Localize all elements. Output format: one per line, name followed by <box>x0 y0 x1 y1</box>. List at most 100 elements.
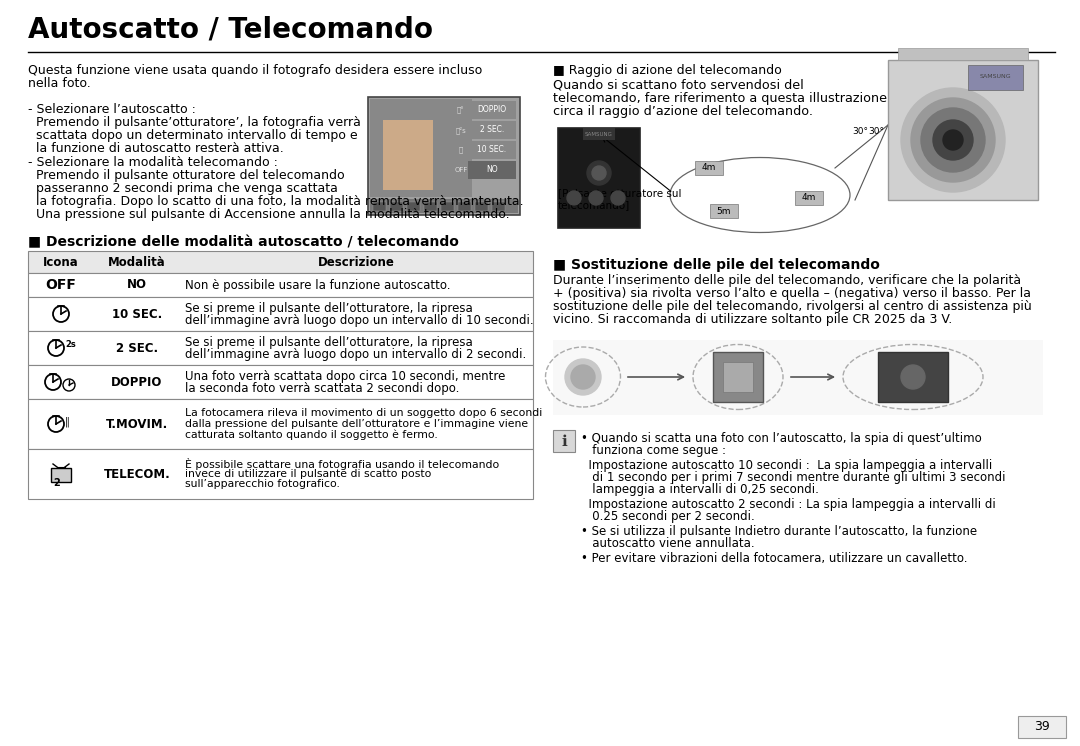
Circle shape <box>921 108 985 172</box>
Text: funziona come segue :: funziona come segue : <box>581 444 726 457</box>
Bar <box>28 399 534 449</box>
Text: La fotocamera rileva il movimento di un soggetto dopo 6 secondi: La fotocamera rileva il movimento di un … <box>185 407 542 418</box>
Text: Se si preme il pulsante dell’otturatore, la ripresa: Se si preme il pulsante dell’otturatore,… <box>185 302 473 315</box>
Text: È possibile scattare una fotografia usando il telecomando: È possibile scattare una fotografia usan… <box>185 457 499 470</box>
Bar <box>888 60 1038 200</box>
Bar <box>468 101 516 119</box>
Text: ⏲°: ⏲° <box>457 107 464 113</box>
Circle shape <box>588 161 611 185</box>
Text: passeranno 2 secondi prima che venga scattata: passeranno 2 secondi prima che venga sca… <box>28 182 338 195</box>
Text: Premendo il pulsante’otturatore’, la fotografia verrà: Premendo il pulsante’otturatore’, la fot… <box>28 116 361 129</box>
Circle shape <box>567 191 581 205</box>
Text: dell’immagine avrà luogo dopo un intervallo di 10 secondi.: dell’immagine avrà luogo dopo un interva… <box>185 314 534 327</box>
Text: 0.25 secondi per 2 secondi.: 0.25 secondi per 2 secondi. <box>581 510 755 523</box>
Circle shape <box>933 120 973 160</box>
Text: • Per evitare vibrazioni della fotocamera, utilizzare un cavalletto.: • Per evitare vibrazioni della fotocamer… <box>581 552 968 565</box>
Text: telecomando]: telecomando] <box>558 200 631 210</box>
Text: 5m: 5m <box>717 207 731 216</box>
Text: [Pulsante otturatore sul: [Pulsante otturatore sul <box>558 188 681 198</box>
Bar <box>28 449 534 499</box>
Text: ⏲²s: ⏲²s <box>456 126 467 134</box>
Text: nella foto.: nella foto. <box>28 77 91 90</box>
Text: Una foto verrà scattata dopo circa 10 secondi, mentre: Una foto verrà scattata dopo circa 10 se… <box>185 370 505 383</box>
Bar <box>407 202 420 211</box>
Text: lampeggia a intervalli di 0,25 secondi.: lampeggia a intervalli di 0,25 secondi. <box>581 483 819 496</box>
Text: Descrizione: Descrizione <box>318 256 394 269</box>
Circle shape <box>912 98 995 182</box>
Bar <box>475 202 488 211</box>
Text: NO: NO <box>127 278 147 292</box>
Text: dell’immagine avrà luogo dopo un intervallo di 2 secondi.: dell’immagine avrà luogo dopo un interva… <box>185 348 526 361</box>
Bar <box>370 199 518 213</box>
Bar <box>51 468 71 482</box>
Text: 2 SEC.: 2 SEC. <box>480 125 504 134</box>
Text: ■ Sostituzione delle pile del telecomando: ■ Sostituzione delle pile del telecomand… <box>553 258 880 272</box>
Text: Non è possibile usare la funzione autoscatto.: Non è possibile usare la funzione autosc… <box>185 279 450 292</box>
Text: sostituzione delle pile del telecomando, rivolgersi al centro di assistenza più: sostituzione delle pile del telecomando,… <box>553 300 1031 313</box>
Bar <box>1018 716 1066 738</box>
Circle shape <box>943 130 963 150</box>
Text: Questa funzione viene usata quando il fotografo desidera essere incluso: Questa funzione viene usata quando il fo… <box>28 64 483 77</box>
Text: sull’apparecchio fotografico.: sull’apparecchio fotografico. <box>185 480 340 489</box>
Text: • Se si utilizza il pulsante Indietro durante l’autoscatto, la funzione: • Se si utilizza il pulsante Indietro du… <box>581 525 977 538</box>
Text: Una pressione sul pulsante di Accensione annulla la modalità telecomando.: Una pressione sul pulsante di Accensione… <box>28 208 510 221</box>
Bar <box>696 161 723 175</box>
Text: Impostazione autoscatto 2 secondi : La spia lampeggia a intervalli di: Impostazione autoscatto 2 secondi : La s… <box>581 498 996 511</box>
Bar <box>583 128 615 140</box>
Bar <box>424 202 437 211</box>
Bar <box>383 120 433 190</box>
Text: Autoscatto / Telecomando: Autoscatto / Telecomando <box>28 16 433 44</box>
Bar <box>370 99 472 197</box>
Bar <box>468 141 516 159</box>
Text: 2 SEC.: 2 SEC. <box>116 342 158 354</box>
Text: T.MOVIM.: T.MOVIM. <box>106 418 168 430</box>
Text: ■ Descrizione delle modalità autoscatto / telecomando: ■ Descrizione delle modalità autoscatto … <box>28 235 459 249</box>
Text: Icona: Icona <box>43 256 79 269</box>
Bar <box>558 128 640 228</box>
Circle shape <box>571 365 595 389</box>
Text: 4m: 4m <box>801 193 816 202</box>
Text: 39: 39 <box>1035 721 1050 733</box>
Text: • Quando si scatta una foto con l’autoscatto, la spia di quest’ultimo: • Quando si scatta una foto con l’autosc… <box>581 432 982 445</box>
Text: SAMSUNG: SAMSUNG <box>585 131 613 137</box>
Bar <box>492 202 505 211</box>
Bar <box>897 48 1028 60</box>
Bar <box>28 251 534 273</box>
Text: SAMSUNG: SAMSUNG <box>980 75 1011 80</box>
Text: scattata dopo un determinato intervallo di tempo e: scattata dopo un determinato intervallo … <box>28 129 357 142</box>
Text: DOPPIO: DOPPIO <box>111 375 163 389</box>
Text: DOPPIO: DOPPIO <box>477 105 507 114</box>
Bar <box>373 202 386 211</box>
Text: vicino. Si raccomanda di utilizzare soltanto pile CR 2025 da 3 V.: vicino. Si raccomanda di utilizzare solt… <box>553 313 953 326</box>
Bar <box>28 273 534 297</box>
Bar <box>553 340 1043 415</box>
Circle shape <box>611 191 625 205</box>
Bar <box>878 352 948 402</box>
Circle shape <box>589 191 603 205</box>
Bar <box>710 204 738 218</box>
Text: Premendo il pulsante otturatore del telecomando: Premendo il pulsante otturatore del tele… <box>28 169 345 182</box>
Text: 2: 2 <box>53 478 59 488</box>
Bar <box>28 297 534 331</box>
Text: - Selezionare l’autoscatto :: - Selezionare l’autoscatto : <box>28 103 195 116</box>
Bar <box>713 352 762 402</box>
Text: catturata soltanto quando il soggetto è fermo.: catturata soltanto quando il soggetto è … <box>185 430 437 440</box>
Circle shape <box>901 88 1005 192</box>
Bar <box>553 430 575 452</box>
Text: - Selezionare la modalità telecomando :: - Selezionare la modalità telecomando : <box>28 156 278 169</box>
Text: Modalità: Modalità <box>108 256 166 269</box>
Text: ■ Raggio di azione del telecomando: ■ Raggio di azione del telecomando <box>553 64 782 77</box>
Text: di 1 secondo per i primi 7 secondi mentre durante gli ultimi 3 secondi: di 1 secondo per i primi 7 secondi mentr… <box>581 471 1005 484</box>
Text: NO: NO <box>486 166 498 175</box>
Text: dalla pressione del pulsante dell’otturatore e l’immagine viene: dalla pressione del pulsante dell’ottura… <box>185 419 528 428</box>
Circle shape <box>565 359 600 395</box>
Bar <box>390 202 403 211</box>
Text: la fotografia. Dopo lo scatto di una foto, la modalità remota verrà mantenuta.: la fotografia. Dopo lo scatto di una fot… <box>28 195 524 208</box>
Bar <box>368 97 519 215</box>
Text: invece di utilizzare il pulsante di scatto posto: invece di utilizzare il pulsante di scat… <box>185 468 431 478</box>
Circle shape <box>592 166 606 180</box>
Text: 30°: 30° <box>868 127 885 136</box>
Text: Se si preme il pulsante dell’otturatore, la ripresa: Se si preme il pulsante dell’otturatore,… <box>185 336 473 349</box>
Text: Quando si scattano foto servendosi del: Quando si scattano foto servendosi del <box>553 79 804 92</box>
Text: + (positiva) sia rivolta verso l’alto e quella – (negativa) verso il basso. Per : + (positiva) sia rivolta verso l’alto e … <box>553 287 1031 300</box>
